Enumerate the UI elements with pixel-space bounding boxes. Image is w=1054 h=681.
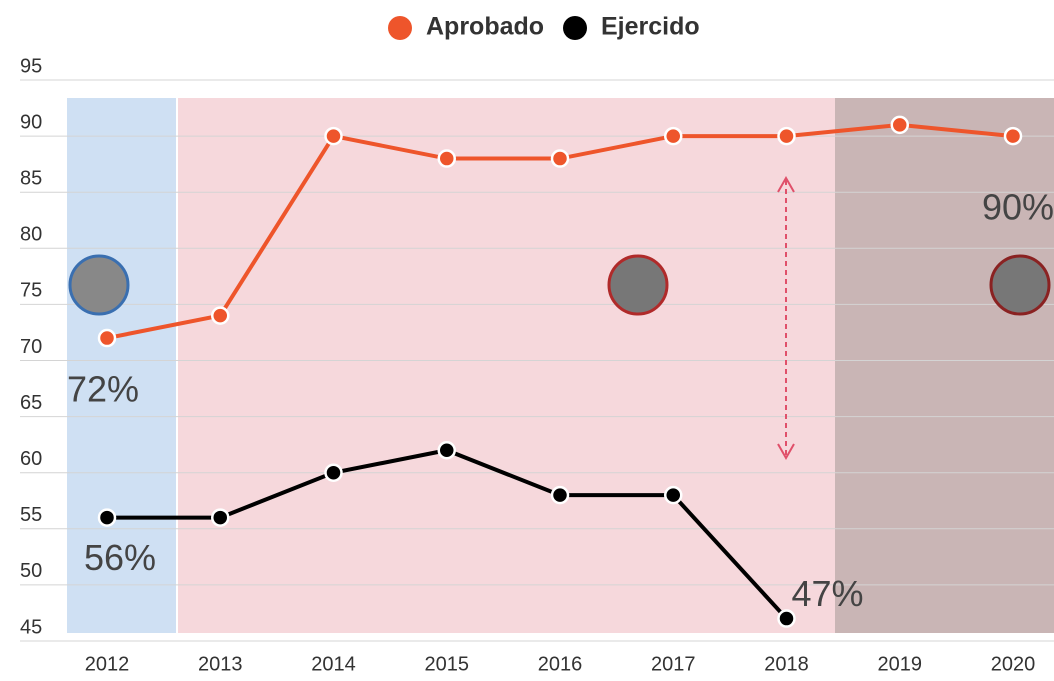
data-point — [665, 487, 681, 503]
y-tick-label: 85 — [20, 167, 42, 189]
data-point — [99, 510, 115, 526]
x-tick-label: 2017 — [651, 653, 696, 675]
data-point — [326, 465, 342, 481]
data-point — [212, 510, 228, 526]
x-tick-label: 2019 — [878, 653, 923, 675]
x-tick-label: 2020 — [991, 653, 1036, 675]
data-point — [439, 442, 455, 458]
page: 45 50 55 60 65 70 75 80 85 90 95 2012 2013 2014 2015 20… — [0, 0, 1054, 681]
y-tick-label: 90 — [20, 111, 42, 133]
value-label: 72% — [67, 369, 139, 410]
y-tick-label: 80 — [20, 224, 42, 246]
value-label: 56% — [84, 537, 156, 578]
x-tick-label: 2013 — [198, 653, 243, 675]
period-band — [835, 98, 1054, 633]
portrait-2 — [609, 256, 667, 314]
x-tick-label: 2016 — [538, 653, 583, 675]
data-point — [552, 151, 568, 167]
value-label: 47% — [792, 573, 864, 614]
data-point — [99, 330, 115, 346]
data-point — [212, 308, 228, 324]
chart: 45 50 55 60 65 70 75 80 85 90 95 2012 2013 2014 2015 20… — [0, 0, 1054, 681]
data-point — [892, 117, 908, 133]
data-point — [779, 128, 795, 144]
y-tick-label: 65 — [20, 392, 42, 414]
x-tick-label: 2018 — [764, 653, 809, 675]
portrait-1 — [70, 256, 128, 314]
y-tick-label: 75 — [20, 280, 42, 302]
y-tick-label: 70 — [20, 336, 42, 358]
legend-marker — [563, 16, 587, 40]
y-tick-label: 55 — [20, 504, 42, 526]
data-point — [439, 151, 455, 167]
y-tick-label: 45 — [20, 616, 42, 638]
legend-marker — [388, 16, 412, 40]
data-point — [665, 128, 681, 144]
data-point — [1005, 128, 1021, 144]
value-label: 90% — [982, 187, 1054, 228]
legend-label: Ejercido — [601, 13, 700, 41]
period-band — [177, 98, 835, 633]
x-tick-label: 2015 — [425, 653, 470, 675]
y-tick-label: 50 — [20, 560, 42, 582]
x-tick-label: 2014 — [311, 653, 356, 675]
y-tick-label: 95 — [20, 55, 42, 77]
y-tick-label: 60 — [20, 448, 42, 470]
legend-label: Aprobado — [426, 13, 544, 41]
data-point — [552, 487, 568, 503]
x-tick-label: 2012 — [85, 653, 130, 675]
data-point — [326, 128, 342, 144]
portrait-3 — [991, 256, 1049, 314]
